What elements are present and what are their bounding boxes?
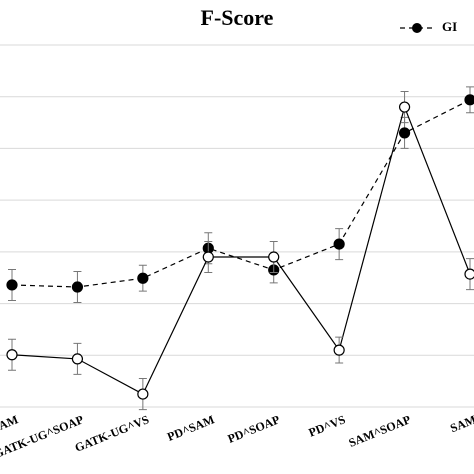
data-point	[333, 344, 345, 356]
x-tick-label: SAM^SOAP	[347, 412, 413, 450]
data-point	[333, 238, 345, 250]
data-point	[464, 268, 474, 280]
x-tick-label: PD^VS	[307, 412, 348, 439]
series-line	[11, 105, 471, 395]
legend-marker	[412, 23, 422, 33]
data-point	[464, 94, 474, 106]
data-point	[71, 353, 84, 365]
data-point	[202, 251, 214, 263]
chart-title: F-Score	[201, 5, 274, 30]
data-point	[398, 127, 411, 139]
x-tick-label: PD^SAM	[165, 412, 216, 444]
data-point	[137, 272, 149, 284]
legend-label: GI	[442, 19, 457, 34]
x-tick-label: SAM	[448, 412, 474, 435]
series-line	[11, 99, 471, 288]
x-tick-label: GATK-UG^VS	[73, 412, 152, 455]
x-tick-label: PD^SOAP	[226, 412, 282, 446]
data-point	[6, 279, 18, 291]
data-point	[137, 388, 149, 400]
data-point	[71, 281, 84, 293]
data-point	[268, 251, 280, 263]
data-point	[6, 349, 18, 361]
data-point	[398, 101, 411, 113]
